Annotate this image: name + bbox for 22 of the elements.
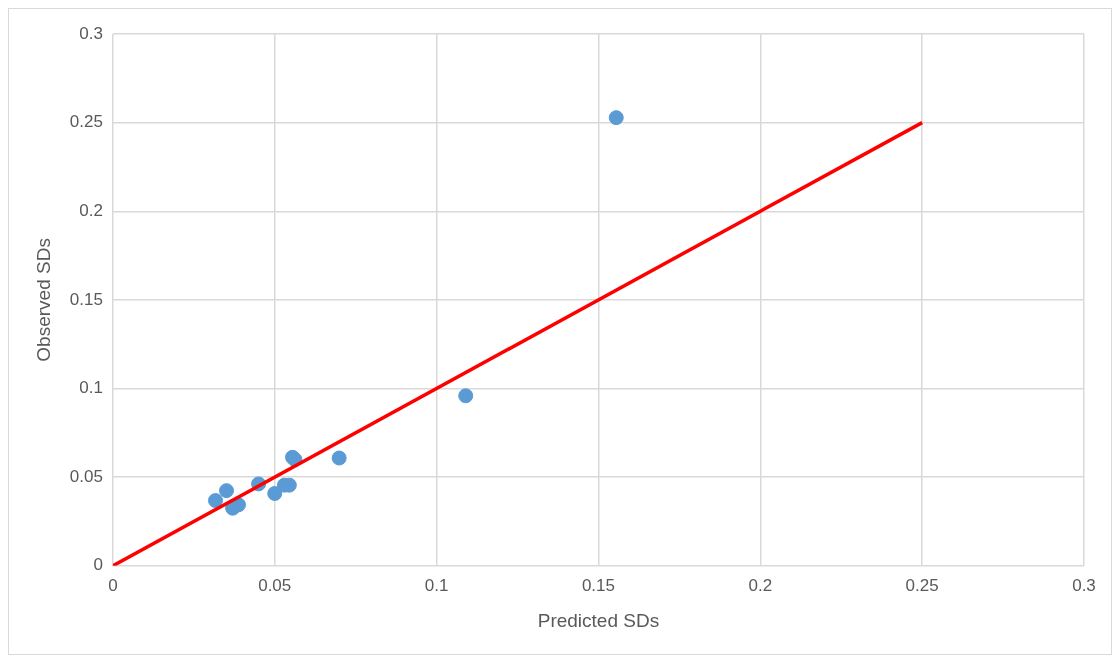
x-tick-label: 0 (108, 575, 118, 595)
y-tick-label: 0.3 (79, 23, 103, 43)
point (267, 485, 283, 501)
x-tick-label: 0.15 (581, 575, 615, 595)
x-tick-label: 0.05 (258, 575, 292, 595)
x-tick-label: 0.2 (748, 575, 773, 595)
y-tick-label: 0.1 (79, 378, 103, 398)
point (331, 450, 347, 466)
point (608, 110, 624, 126)
y-tick-label: 0 (93, 555, 103, 575)
y-tick-label: 0.15 (69, 289, 103, 309)
y-tick-label: 0.25 (69, 112, 103, 132)
point (208, 493, 223, 509)
x-axis-title: Predicted SDs (537, 609, 660, 631)
y-tick-label: 0.05 (69, 466, 103, 486)
x-tick-label: 0.3 (1072, 575, 1096, 595)
point (458, 388, 474, 404)
y-axis-title: Observed SDs (32, 238, 54, 362)
x-tick-label: 0.1 (424, 575, 449, 595)
point (219, 483, 235, 499)
y-tick-label: 0.2 (79, 200, 103, 220)
x-tick-label: 0.25 (905, 575, 939, 595)
